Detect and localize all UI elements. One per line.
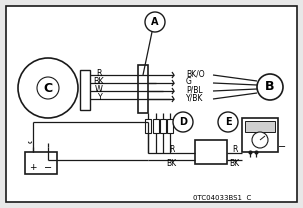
Text: BK/O: BK/O (186, 69, 205, 78)
Circle shape (257, 74, 283, 100)
Bar (167, 119, 173, 133)
Circle shape (252, 132, 268, 148)
Bar (160, 119, 166, 133)
Text: P/BL: P/BL (186, 85, 203, 94)
Text: A: A (151, 17, 159, 27)
Text: D: D (179, 117, 187, 127)
Circle shape (18, 58, 78, 118)
Text: BK: BK (94, 78, 104, 87)
Text: R: R (96, 69, 102, 78)
Text: Y: Y (97, 94, 102, 103)
Bar (138, 65, 148, 113)
Text: 0TC04033BS1  C: 0TC04033BS1 C (193, 195, 251, 201)
Text: −: − (44, 163, 52, 173)
Text: BK: BK (166, 160, 177, 168)
Text: E: E (225, 117, 231, 127)
Text: W: W (95, 85, 103, 94)
Text: BK: BK (229, 160, 240, 168)
Bar (245, 121, 275, 132)
Bar (242, 118, 278, 152)
Bar (25, 152, 57, 174)
Text: B: B (265, 80, 275, 94)
Circle shape (218, 112, 238, 132)
Text: −: − (278, 142, 286, 152)
Text: R: R (169, 146, 174, 155)
Bar (195, 140, 227, 164)
Text: R: R (232, 146, 237, 155)
Circle shape (145, 12, 165, 32)
Bar (145, 119, 151, 133)
Bar (80, 70, 90, 110)
Text: G: G (186, 78, 192, 87)
Circle shape (173, 112, 193, 132)
Bar (153, 119, 159, 133)
Text: C: C (43, 82, 52, 94)
Text: Y/BK: Y/BK (186, 94, 203, 103)
Text: +: + (29, 163, 37, 172)
Circle shape (37, 77, 59, 99)
